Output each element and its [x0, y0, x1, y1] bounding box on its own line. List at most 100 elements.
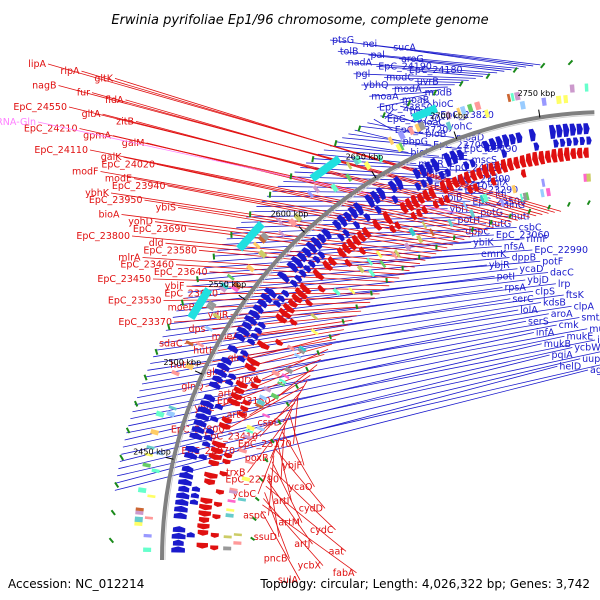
- gc-tick: [547, 204, 551, 210]
- reverse-gene-label-leader: [259, 391, 302, 437]
- cog-block: [310, 313, 319, 321]
- reverse-gene-arrow: [218, 421, 231, 430]
- forward-gene-arrow: [302, 264, 312, 274]
- forward-gene-label: EpC_22990: [534, 245, 588, 256]
- cog-block: [306, 189, 315, 199]
- forward-gene-label-leader: [115, 365, 558, 484]
- cog-block: [144, 452, 154, 457]
- forward-gene-label-leader: [354, 129, 401, 142]
- reverse-gene-label: dps: [188, 324, 205, 335]
- cog-block: [466, 103, 474, 113]
- forward-gene-arrow: [390, 195, 399, 204]
- gc-tick: [263, 457, 269, 463]
- reverse-gene-label: bioA: [99, 210, 120, 221]
- forward-gene-label: ycbW: [574, 343, 600, 354]
- forward-gene-label: ybiT: [450, 204, 470, 215]
- reverse-gene-label: EpC_23410: [204, 432, 258, 443]
- forward-gene-arrow: [175, 492, 190, 500]
- reverse-gene-label-leader: [265, 485, 347, 552]
- reverse-gene-label: EpC_22970: [181, 446, 235, 457]
- cog-block: [511, 184, 517, 194]
- cog-block: [447, 218, 454, 228]
- forward-gene-arrow: [387, 180, 398, 193]
- cog-block: [519, 100, 526, 110]
- cog-block: [241, 476, 251, 482]
- forward-gene-arrow: [209, 416, 219, 423]
- reverse-gene-arrow: [304, 298, 314, 307]
- cog-block: [288, 217, 298, 228]
- forward-gene-label: sucA: [393, 43, 416, 54]
- cog-block: [387, 136, 395, 146]
- reverse-gene-arrow: [452, 176, 460, 188]
- reverse-gene-arrow: [196, 542, 209, 549]
- reverse-gene-label: EpC_24110: [34, 145, 88, 156]
- reverse-gene-label: ybjF: [282, 460, 302, 471]
- forward-gene-arrow: [253, 327, 263, 335]
- reverse-gene-label-leader: [261, 348, 329, 380]
- forward-gene-label: potH: [457, 215, 480, 226]
- cog-block: [270, 392, 280, 400]
- reverse-gene-arrow: [439, 180, 449, 194]
- reverse-gene-arrow: [476, 167, 484, 180]
- forward-gene-arrow: [211, 375, 224, 384]
- forward-gene-arrow: [173, 512, 187, 520]
- cog-block: [459, 105, 467, 115]
- gc-tick: [294, 383, 299, 389]
- gc-tick: [125, 427, 131, 434]
- cog-block: [363, 160, 372, 171]
- cog-block: [414, 123, 422, 133]
- gc-tick: [154, 348, 159, 355]
- forward-gene-arrow: [495, 136, 503, 150]
- reverse-gene-label: sulA: [278, 575, 299, 586]
- forward-gene-arrow: [205, 428, 215, 435]
- forward-gene-label: potG: [480, 208, 503, 219]
- forward-gene-arrow: [201, 441, 211, 448]
- forward-gene-arrow: [191, 486, 201, 493]
- forward-gene-arrow: [573, 137, 579, 146]
- reverse-gene-arrow: [223, 452, 233, 459]
- forward-gene-arrow: [203, 394, 216, 403]
- forward-gene-arrow: [189, 499, 199, 505]
- reverse-gene-arrow: [208, 452, 223, 460]
- forward-gene-label: moaC: [418, 118, 446, 129]
- reverse-gene-label: ycbX: [298, 561, 322, 572]
- forward-gene-label: EpC_23700: [433, 140, 487, 151]
- cog-band: [411, 104, 438, 122]
- forward-gene-label: nadA: [348, 58, 373, 69]
- cog-block: [237, 497, 247, 502]
- kbp-tick: [453, 131, 458, 140]
- cog-block: [356, 264, 365, 274]
- gc-tick: [471, 227, 474, 232]
- reverse-gene-arrow: [346, 237, 358, 251]
- cog-block: [168, 405, 177, 411]
- forward-gene-arrow: [181, 465, 194, 473]
- forward-gene-label: ybjR: [489, 260, 510, 271]
- reverse-gene-label-leader: [236, 402, 296, 452]
- cog-block: [296, 347, 306, 355]
- forward-gene-arrow: [316, 233, 327, 244]
- reverse-gene-arrow: [416, 192, 426, 204]
- forward-gene-arrow: [500, 149, 507, 158]
- forward-gene-arrow: [233, 332, 246, 343]
- gc-tick: [119, 454, 125, 461]
- forward-gene-label-leader: [406, 103, 409, 112]
- gc-tick: [167, 323, 171, 330]
- forward-gene-label: clpS: [535, 286, 555, 297]
- reverse-gene-label: cydC: [310, 525, 334, 536]
- reverse-gene-label: galM: [122, 138, 145, 149]
- forward-gene-arrow: [171, 532, 186, 540]
- reverse-gene-arrow: [219, 470, 228, 477]
- cog-block: [403, 242, 412, 252]
- reverse-gene-label-leader: [270, 467, 336, 531]
- forward-gene-label: serS: [528, 316, 549, 327]
- forward-gene-arrow: [199, 400, 215, 410]
- gc-tick: [333, 140, 338, 147]
- forward-gene-arrow: [442, 152, 452, 168]
- reverse-gene-label: EpC_23950: [89, 195, 143, 206]
- forward-gene-arrow: [184, 445, 200, 454]
- forward-gene-arrow: [566, 137, 572, 147]
- reverse-gene-label: artM: [278, 518, 300, 529]
- forward-gene-label: ybhQ: [363, 80, 388, 91]
- forward-gene-arrow: [290, 255, 304, 269]
- forward-gene-arrow: [272, 300, 282, 308]
